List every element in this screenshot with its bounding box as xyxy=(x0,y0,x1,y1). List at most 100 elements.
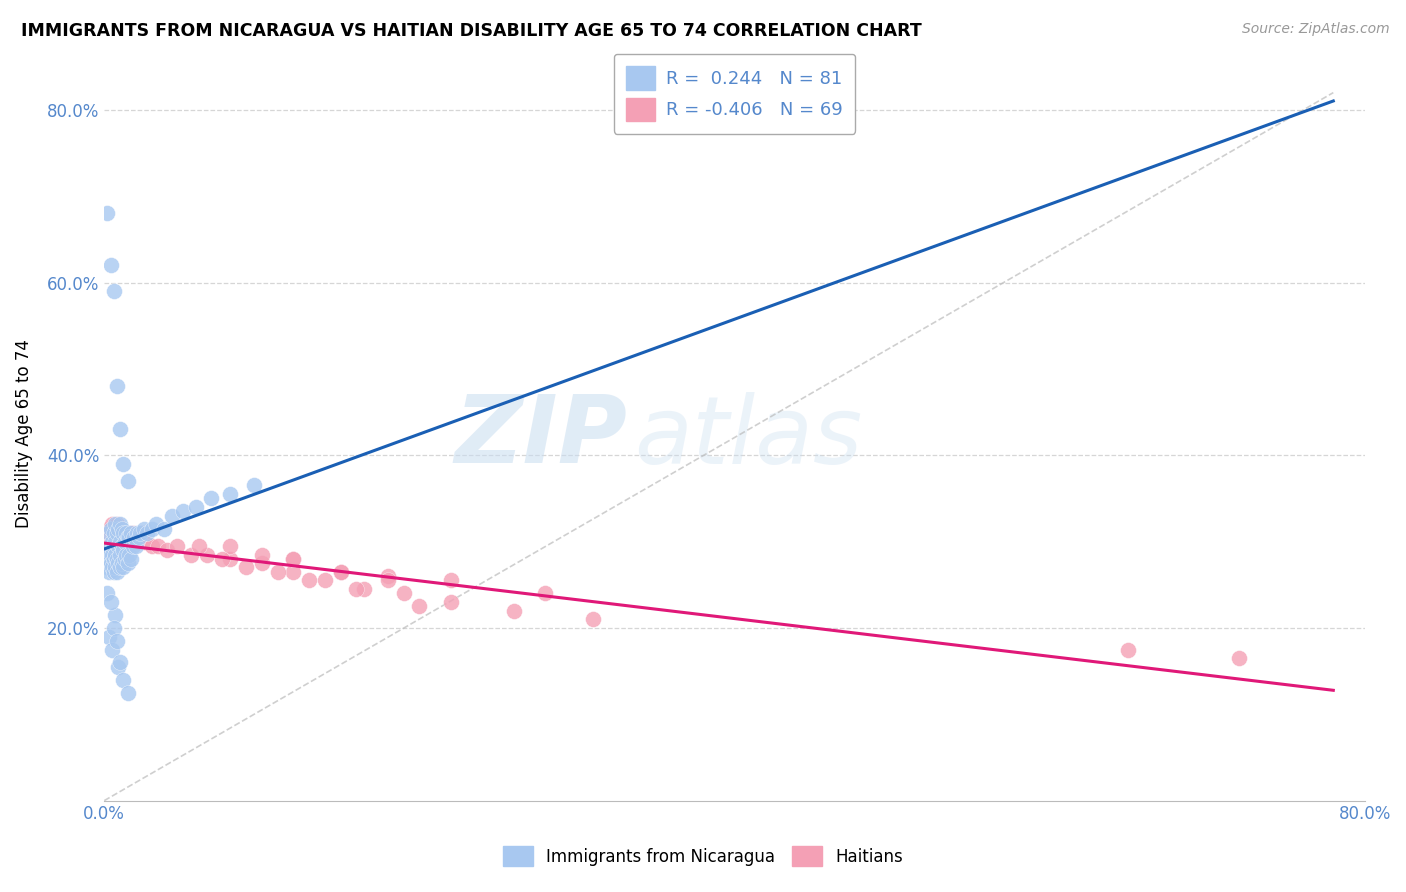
Point xyxy=(344,582,367,596)
Point xyxy=(440,574,463,588)
Point xyxy=(128,530,150,544)
Point xyxy=(117,530,139,544)
Point xyxy=(114,525,136,540)
Point xyxy=(104,560,127,574)
Point xyxy=(104,548,127,562)
Text: ZIP: ZIP xyxy=(454,392,627,483)
Point xyxy=(103,565,125,579)
Point xyxy=(101,642,124,657)
Point xyxy=(108,560,131,574)
Point xyxy=(250,556,273,570)
Point xyxy=(98,522,121,536)
Point xyxy=(98,630,121,644)
Point xyxy=(283,552,305,566)
Point xyxy=(96,548,118,562)
Point xyxy=(211,552,233,566)
Point xyxy=(187,539,209,553)
Point xyxy=(96,586,118,600)
Point xyxy=(101,552,124,566)
Point xyxy=(101,534,124,549)
Point xyxy=(103,621,125,635)
Point xyxy=(166,539,188,553)
Point xyxy=(132,522,155,536)
Point xyxy=(103,284,125,298)
Point xyxy=(118,530,141,544)
Point xyxy=(115,530,138,544)
Point xyxy=(219,552,242,566)
Point xyxy=(108,552,131,566)
Point xyxy=(100,534,122,549)
Point xyxy=(105,517,128,532)
Point xyxy=(392,586,415,600)
Point xyxy=(105,552,128,566)
Point xyxy=(96,560,118,574)
Point xyxy=(117,474,139,488)
Point xyxy=(115,548,138,562)
Point xyxy=(184,500,207,514)
Point xyxy=(117,534,139,549)
Point xyxy=(200,491,222,506)
Point xyxy=(108,534,131,549)
Point xyxy=(582,612,605,626)
Point xyxy=(503,604,526,618)
Point xyxy=(105,379,128,393)
Point xyxy=(534,586,557,600)
Point xyxy=(100,556,122,570)
Point xyxy=(408,599,430,614)
Point xyxy=(101,560,124,574)
Legend: R =  0.244   N = 81, R = -0.406   N = 69: R = 0.244 N = 81, R = -0.406 N = 69 xyxy=(613,54,855,134)
Point xyxy=(117,556,139,570)
Point xyxy=(114,552,136,566)
Point xyxy=(98,525,121,540)
Point xyxy=(120,525,142,540)
Point xyxy=(141,522,163,536)
Point xyxy=(110,556,132,570)
Point xyxy=(128,534,150,549)
Point xyxy=(100,539,122,553)
Point xyxy=(101,517,124,532)
Legend: Immigrants from Nicaragua, Haitians: Immigrants from Nicaragua, Haitians xyxy=(495,838,911,875)
Point xyxy=(104,607,127,622)
Point xyxy=(94,552,117,566)
Point xyxy=(298,574,321,588)
Point xyxy=(100,595,122,609)
Point xyxy=(114,534,136,549)
Point xyxy=(117,686,139,700)
Point xyxy=(104,552,127,566)
Point xyxy=(1227,651,1250,665)
Point xyxy=(125,530,148,544)
Point xyxy=(131,525,153,540)
Point xyxy=(112,560,135,574)
Point xyxy=(107,556,129,570)
Point xyxy=(112,457,135,471)
Point xyxy=(105,556,128,570)
Point xyxy=(219,487,242,501)
Point xyxy=(266,565,288,579)
Point xyxy=(440,595,463,609)
Point xyxy=(134,534,156,549)
Point xyxy=(112,543,135,558)
Point xyxy=(104,530,127,544)
Point xyxy=(105,633,128,648)
Point xyxy=(100,556,122,570)
Point xyxy=(120,552,142,566)
Point xyxy=(120,530,142,544)
Point xyxy=(103,539,125,553)
Point xyxy=(108,656,131,670)
Point xyxy=(98,548,121,562)
Point xyxy=(107,660,129,674)
Point xyxy=(118,525,141,540)
Point xyxy=(145,517,167,532)
Point xyxy=(122,530,145,544)
Point xyxy=(146,539,169,553)
Point xyxy=(107,522,129,536)
Point xyxy=(121,525,143,540)
Point xyxy=(101,548,124,562)
Point xyxy=(107,539,129,553)
Point xyxy=(110,539,132,553)
Point xyxy=(329,565,352,579)
Point xyxy=(283,565,305,579)
Text: Source: ZipAtlas.com: Source: ZipAtlas.com xyxy=(1241,22,1389,37)
Point xyxy=(108,530,131,544)
Point xyxy=(108,548,131,562)
